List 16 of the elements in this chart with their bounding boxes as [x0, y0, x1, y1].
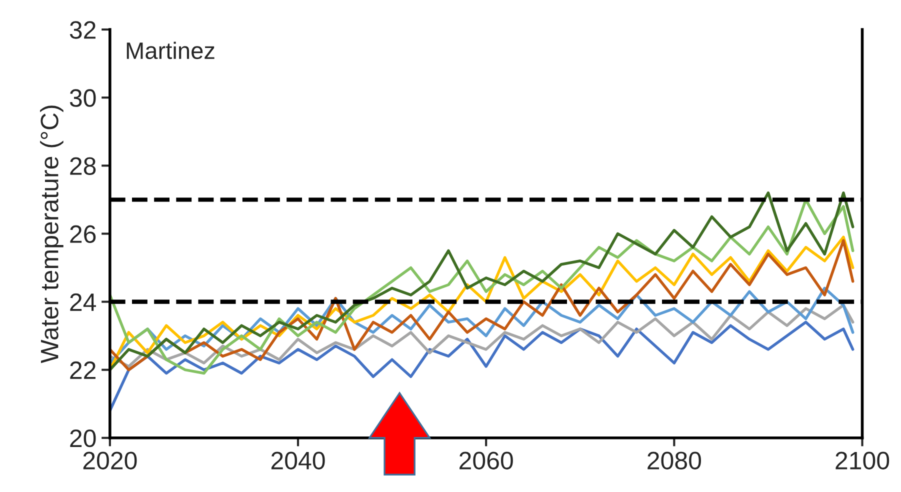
annotation: Martinez	[126, 42, 214, 60]
y-tick-label: 20	[70, 429, 96, 448]
x-tick-label: 2080	[648, 452, 702, 470]
y-tick-label: 28	[70, 157, 96, 175]
line-series	[110, 304, 854, 368]
y-tick-label: 32	[70, 21, 96, 39]
x-tick-label: 2040	[271, 452, 325, 470]
y-tick-label: 26	[70, 225, 96, 244]
y-axis-title: Water temperature (°C)	[40, 106, 64, 364]
y-tick-label: 30	[70, 89, 96, 107]
y-tick-label: 22	[70, 361, 96, 379]
x-tick-label: 2100	[836, 452, 890, 470]
y-tick-label: 24	[70, 293, 96, 311]
x-tick-label: 2020	[83, 452, 137, 470]
line-series	[110, 320, 854, 412]
x-tick-label: 2060	[460, 452, 513, 470]
